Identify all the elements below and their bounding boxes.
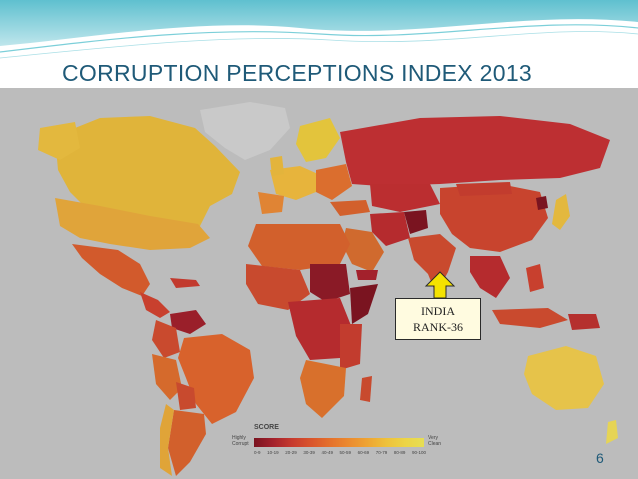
peru	[152, 354, 182, 400]
chile	[160, 404, 174, 476]
mexico	[72, 244, 150, 296]
saudi-arabia	[342, 228, 384, 272]
callout-country: INDIA	[421, 304, 455, 318]
indonesia	[492, 308, 568, 328]
scandinavia	[296, 118, 340, 162]
australia	[524, 346, 604, 410]
greenland	[200, 102, 290, 160]
score-legend: SCORE Highly Corrupt Very Clean 0-9 10-1…	[232, 424, 442, 472]
legend-tick: 80-89	[393, 450, 406, 455]
yemen	[356, 270, 378, 280]
legend-title: SCORE	[254, 424, 279, 431]
legend-ticks: 0-9 10-19 20-29 30-39 40-49 50-59 60-69 …	[254, 450, 426, 455]
west-africa	[246, 264, 310, 310]
callout-rank: RANK-36	[413, 320, 463, 334]
se-asia	[470, 256, 510, 298]
alaska	[38, 122, 80, 160]
legend-tick: 90-100	[411, 450, 426, 455]
madagascar	[360, 376, 372, 402]
legend-low-label: Highly Corrupt	[232, 435, 249, 447]
page-number: 6	[596, 450, 604, 466]
world-map	[0, 88, 638, 479]
legend-high-label: Very Clean	[428, 435, 442, 447]
venezuela	[170, 310, 206, 334]
mongolia	[456, 182, 512, 196]
caribbean	[170, 278, 200, 288]
western-europe	[270, 166, 318, 200]
iberia	[258, 192, 284, 214]
legend-color-bar	[254, 438, 424, 447]
legend-tick: 70-79	[375, 450, 388, 455]
legend-tick: 30-39	[303, 450, 315, 455]
somalia	[350, 284, 378, 324]
india-callout: INDIA RANK-36	[395, 298, 481, 340]
legend-tick: 50-59	[339, 450, 352, 455]
legend-tick: 40-49	[321, 450, 333, 455]
legend-tick: 0-9	[254, 450, 261, 455]
brazil	[178, 334, 254, 424]
north-america	[55, 116, 240, 236]
turkey	[330, 200, 370, 216]
new-zealand	[606, 420, 618, 444]
india-pointer-arrow	[424, 271, 456, 299]
japan	[552, 194, 570, 230]
world-map-svg	[38, 102, 618, 476]
usa	[55, 198, 210, 250]
east-africa	[340, 324, 362, 370]
papua	[568, 314, 600, 330]
colombia	[152, 320, 180, 358]
eastern-europe	[316, 164, 352, 200]
bolivia	[176, 382, 196, 410]
top-wave-decoration	[0, 0, 638, 59]
southern-africa	[300, 360, 346, 418]
afghanistan	[404, 210, 428, 234]
argentina	[168, 410, 206, 476]
iran	[370, 212, 410, 246]
legend-tick: 20-29	[285, 450, 297, 455]
kazakhstan	[370, 184, 440, 212]
sudan	[310, 264, 350, 302]
north-korea	[536, 196, 548, 210]
china	[440, 184, 548, 252]
legend-tick: 10-19	[267, 450, 279, 455]
central-africa	[288, 298, 352, 360]
north-africa	[248, 224, 350, 270]
slide-title: CORRUPTION PERCEPTIONS INDEX 2013	[62, 60, 533, 86]
legend-tick: 60-69	[357, 450, 370, 455]
uk	[270, 156, 284, 176]
central-america	[140, 292, 170, 318]
russia	[340, 116, 610, 186]
philippines	[526, 264, 544, 292]
